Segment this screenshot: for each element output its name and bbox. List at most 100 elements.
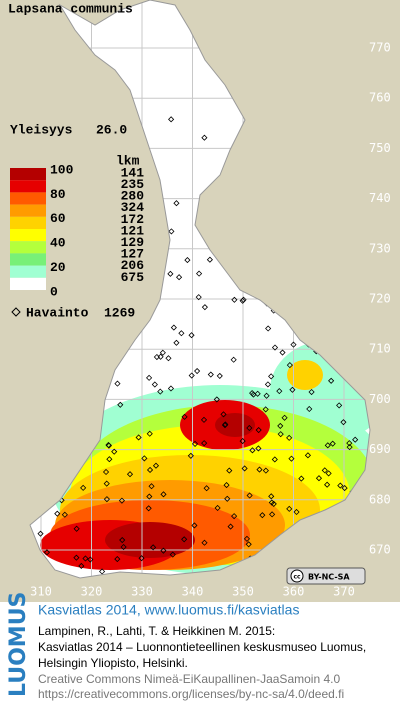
axis-labels: 770 760 750 740 730 720 710 700 690 680 670 310 320 3… (30, 41, 391, 599)
observation-dot (153, 353, 160, 361)
observation-dot (145, 505, 152, 512)
observation-dot (276, 388, 283, 395)
observation-dot (181, 413, 188, 420)
observation-dot (148, 483, 155, 490)
observation-dot (262, 406, 269, 413)
observation-dot (201, 440, 208, 447)
observation-dot (188, 372, 195, 379)
observation-dot (138, 555, 145, 562)
observation-dot (346, 440, 353, 447)
x-grid-label: 370 (333, 585, 355, 599)
observation-dot (191, 522, 198, 529)
observation-dot (160, 491, 167, 498)
observation-dot (255, 445, 262, 452)
observation-dot (328, 377, 335, 384)
observation-dot (43, 549, 50, 556)
observation-dot (170, 324, 177, 331)
license-badge-text: BY-NC-SA (308, 573, 350, 582)
observation-dot (337, 482, 344, 489)
observation-dot (325, 470, 332, 477)
observation-dot (268, 499, 275, 506)
license-line: Creative Commons Nimeä-EiKaupallinen-Jaa… (38, 672, 340, 686)
observation-dot (150, 544, 157, 551)
legend-color (10, 229, 46, 242)
observation-label: Havainto (26, 305, 89, 320)
legend-color (10, 216, 46, 229)
citation-line: Kasviatlas 2014 – Luonnontieteellinen ke… (38, 640, 366, 654)
y-grid-label: 700 (369, 392, 391, 406)
y-grid-label: 770 (369, 41, 391, 55)
observation-dot (298, 475, 305, 482)
observation-dot (220, 411, 227, 418)
observation-dot (114, 556, 121, 563)
frequency-label: Yleisyys (10, 122, 73, 137)
observation-dot (245, 541, 252, 548)
cc-icon-text: cc (293, 574, 301, 581)
border (29, 0, 371, 579)
zone (287, 360, 323, 390)
observation-dot (255, 426, 262, 434)
scale-label: 20 (50, 260, 66, 275)
scale-label: 80 (50, 187, 66, 202)
legend-color (10, 168, 46, 181)
link-line[interactable]: Kasviatlas 2014, www.luomus.fi/kasviatla… (38, 602, 299, 618)
observation-dot (191, 440, 199, 447)
legend-color (10, 241, 46, 254)
count-label: 141 (121, 165, 145, 180)
observation-dot (214, 504, 221, 512)
observation-dot (201, 539, 208, 546)
observation-dot (239, 438, 246, 445)
observation-dot (308, 388, 315, 396)
observation-dot (102, 468, 110, 476)
y-grid-label: 680 (369, 492, 391, 506)
observation-dot (231, 513, 238, 520)
observation-dot (315, 475, 323, 482)
observation-dot (269, 511, 276, 518)
observation-dot (73, 554, 80, 561)
count-label: 127 (121, 247, 144, 262)
observation-dot (73, 525, 80, 532)
observation-dot (78, 562, 85, 570)
y-grid-label: 750 (369, 141, 391, 155)
observation-dot (188, 332, 195, 339)
legend-color (10, 192, 46, 205)
observation-dot (37, 530, 44, 537)
count-label: 280 (121, 189, 145, 204)
y-grid-label: 720 (369, 292, 391, 306)
y-grid-label: 690 (369, 442, 391, 456)
observation-dot (111, 448, 118, 455)
legend-color (10, 204, 46, 217)
license-badge[interactable] (286, 567, 366, 585)
observation-dot (160, 547, 167, 554)
observation-dot (329, 440, 336, 447)
observation-dot (289, 386, 296, 393)
observation-dot (117, 401, 124, 408)
observation-dot (99, 568, 106, 575)
observation-dot (249, 390, 256, 397)
logo: LUOMUS (6, 592, 31, 697)
observation-dot (146, 466, 154, 474)
observation-dot (279, 349, 286, 356)
observation-dot (304, 452, 311, 459)
observation-dot (281, 414, 288, 421)
observation-dot (226, 467, 233, 474)
observation-dot (141, 455, 148, 462)
observation-dot (207, 371, 214, 378)
zone (215, 413, 255, 437)
count-label: 235 (121, 177, 145, 192)
observation-dot (187, 452, 194, 459)
citation-line: Lampinen, R., Lahti, T. & Heikkinen M. 2… (38, 624, 275, 638)
observation-dot (178, 330, 185, 337)
observation-dot (243, 535, 251, 542)
legend: 100 80 60 40 20 0 1412352803241721211291272066… (10, 162, 144, 299)
citation-line: Helsingin Yliopisto, Helsinki. (38, 656, 188, 670)
scale-label: 40 (50, 236, 66, 251)
observation-dot (120, 543, 127, 551)
count-label: 172 (121, 212, 145, 227)
observation-dot (61, 511, 68, 518)
observation-dot (169, 551, 176, 558)
observation-dot (105, 441, 112, 449)
license-line[interactable]: https://creativecommons.org/licenses/by-… (38, 687, 344, 701)
count-label: 206 (121, 258, 145, 273)
